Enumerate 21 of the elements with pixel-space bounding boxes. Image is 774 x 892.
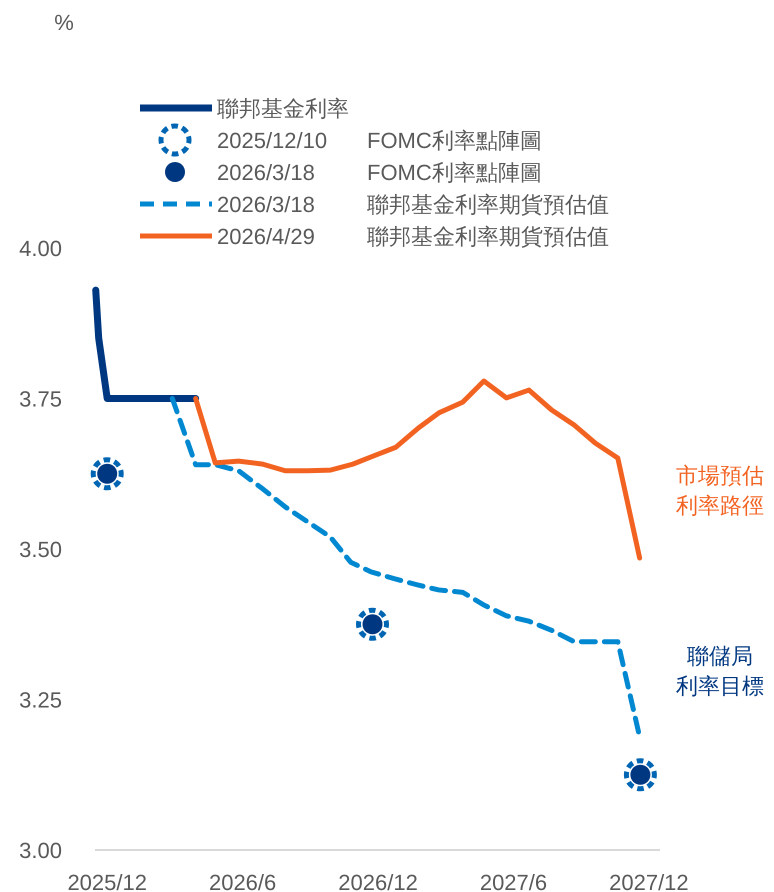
x-tick-label: 2027/12 [609, 870, 689, 892]
y-tick-label: 3.25 [19, 688, 62, 712]
x-tick-label: 2026/6 [208, 870, 276, 892]
text: 聯儲局利率目標 [676, 643, 764, 698]
y-tick-label: 3.00 [19, 838, 62, 863]
x-tick-label: 2027/6 [480, 870, 548, 892]
text: 2025/12/10 FOMC利率點陣圖 [217, 128, 542, 153]
text: 2026/4/29 聯邦基金利率期貨預估值 [217, 224, 609, 249]
y-tick-label: 4.00 [19, 236, 62, 261]
text: 市場預估利率路徑 [676, 462, 764, 518]
x-tick-label: 2026/12 [338, 870, 418, 892]
text: 2026/3/18 聯邦基金利率期貨預估值 [217, 192, 609, 217]
y-tick-label: 3.50 [19, 537, 62, 562]
y-tick-label: 3.75 [19, 386, 62, 412]
text: 2026/3/18 FOMC利率點陣圖 [217, 160, 542, 185]
text: % [54, 10, 74, 35]
x-tick-label: 2025/12 [67, 870, 147, 892]
point [624, 758, 657, 792]
legend-label: 聯邦基金利率 [217, 96, 349, 121]
point [356, 608, 390, 641]
point [90, 457, 124, 490]
